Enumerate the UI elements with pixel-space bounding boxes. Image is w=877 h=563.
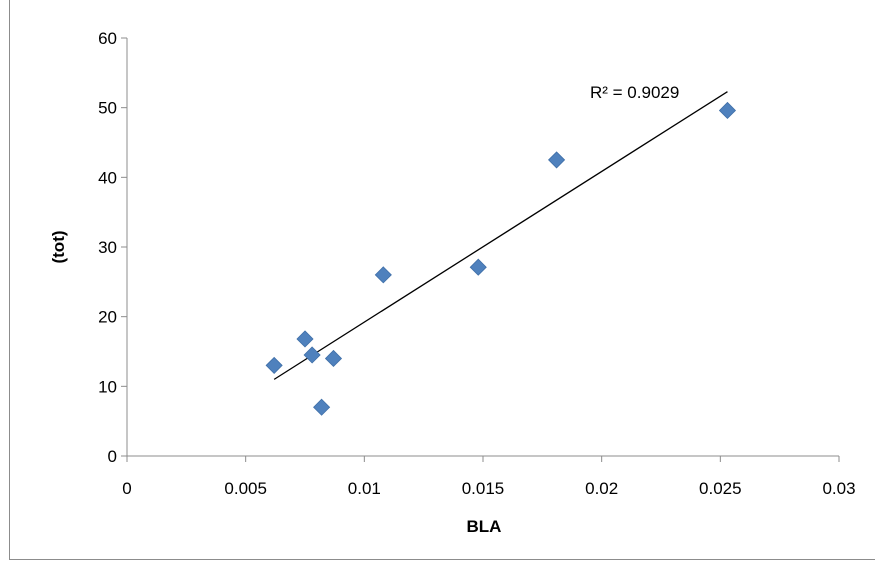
r-squared-annotation: R² = 0.9029	[590, 83, 679, 102]
data-point	[303, 346, 321, 364]
y-tick-label: 10	[98, 377, 117, 396]
y-tick-label: 60	[98, 29, 117, 48]
y-tick-label: 0	[108, 447, 117, 466]
x-tick-label: 0.015	[462, 479, 505, 498]
data-point	[718, 101, 737, 120]
data-point	[374, 266, 392, 284]
data-point	[469, 258, 487, 276]
x-tick-label: 0.02	[585, 479, 618, 498]
x-tick-label: 0.03	[822, 479, 855, 498]
x-tick-label: 0.005	[224, 479, 267, 498]
data-point	[324, 349, 343, 368]
y-tick-label: 20	[98, 308, 117, 327]
chart-frame	[9, 0, 875, 560]
x-tick-label: 0.01	[348, 479, 381, 498]
data-point	[548, 151, 566, 169]
y-axis-ticks: 0 10 20 30 40 50 60	[98, 29, 127, 466]
data-point	[296, 330, 314, 348]
y-tick-label: 30	[98, 238, 117, 257]
y-axis-title: (tot)	[49, 230, 68, 263]
data-points	[265, 101, 737, 416]
x-tick-label: 0.025	[699, 479, 742, 498]
y-tick-label: 40	[98, 168, 117, 187]
x-tick-label: 0	[122, 479, 131, 498]
data-point	[265, 356, 283, 374]
y-tick-label: 50	[98, 99, 117, 118]
data-point	[313, 398, 331, 416]
x-axis-ticks: 0 0.005 0.01 0.015 0.02 0.025 0.03	[122, 456, 856, 498]
trendline	[273, 91, 728, 380]
x-axis-title: BLA	[467, 517, 502, 536]
